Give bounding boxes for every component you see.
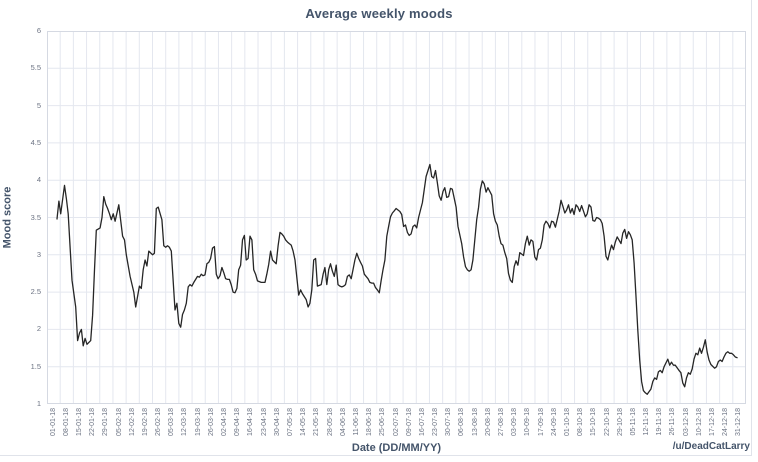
chart-title: Average weekly moods xyxy=(305,6,453,21)
y-tick-label: 5 xyxy=(36,100,41,110)
y-tick-label: 5.5 xyxy=(30,63,41,73)
y-tick-label: 1.5 xyxy=(30,361,41,371)
y-tick-label: 3.5 xyxy=(30,212,41,222)
y-tick-label: 3 xyxy=(36,249,41,259)
attribution-credit: /u/DeadCatLarry xyxy=(672,441,750,452)
y-tick-label: 1 xyxy=(36,399,41,408)
y-tick-label: 4 xyxy=(36,175,41,185)
plot-border xyxy=(47,31,746,404)
y-tick-label: 2.5 xyxy=(30,287,41,297)
x-axis-title: Date (DD/MM/YY) xyxy=(351,442,442,454)
mood-series-line xyxy=(56,163,738,395)
mood-line-chart xyxy=(47,31,746,404)
y-tick-label: 6 xyxy=(36,26,41,35)
plot-area xyxy=(47,31,746,404)
y-tick-label: 4.5 xyxy=(30,137,41,147)
y-tick-label: 2 xyxy=(36,324,41,334)
